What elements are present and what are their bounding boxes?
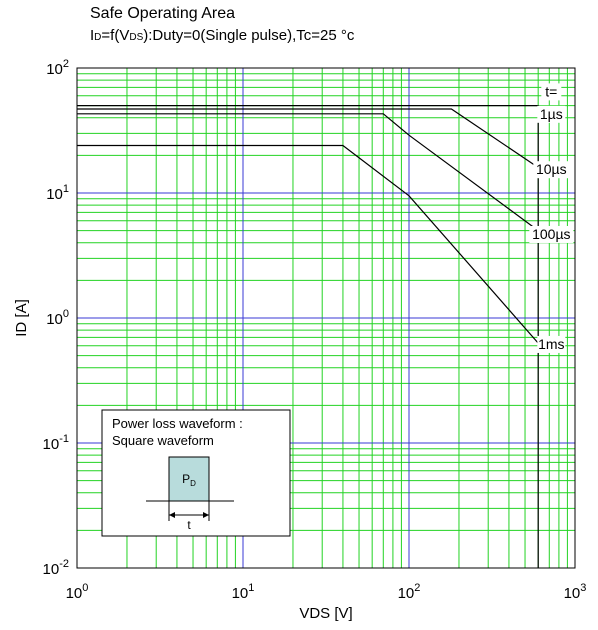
- series-label: 1ms: [538, 336, 564, 352]
- plot-frame: [76, 67, 576, 569]
- y-tick-exp: 1: [63, 183, 69, 195]
- y-tick-label: 101: [46, 183, 69, 203]
- y-tick-base: 10: [46, 61, 63, 78]
- y-tick-base: 10: [43, 436, 60, 453]
- width-label: t: [187, 518, 191, 532]
- pulse-rect: [168, 456, 210, 502]
- y-tick-exp: 2: [63, 58, 69, 70]
- waveform-inset: Power loss waveform : Square waveform PD…: [101, 409, 291, 537]
- y-tick-base: 10: [43, 561, 60, 578]
- chart-subtitle: ID=f(VDS):Duty=0(Single pulse),Tc=25 °c: [90, 26, 354, 48]
- series-label-bg: [537, 105, 566, 123]
- series-label-bg: [529, 225, 574, 243]
- width-arrow-left-icon: [169, 512, 175, 518]
- x-tick-label: 103: [564, 582, 587, 602]
- x-tick-exp: 2: [414, 582, 420, 594]
- series-label: 1µs: [540, 106, 563, 122]
- x-tick-exp: 0: [82, 582, 88, 594]
- y-axis-label: ID [A]: [13, 299, 30, 337]
- series-label: 100µs: [532, 226, 570, 242]
- y-tick-base: 10: [46, 186, 63, 203]
- series-line-1ms: [77, 144, 539, 344]
- pulse-label-main: P: [182, 472, 190, 486]
- subtitle-mid: =f(V: [101, 27, 130, 44]
- series-label-layer: t= 1µs 10µs 100µs 1ms: [529, 83, 574, 353]
- x-tick-base: 10: [232, 585, 249, 602]
- series-label-bg: [533, 161, 570, 179]
- series-line-100s: [77, 113, 539, 232]
- subtitle-i-sub: D: [94, 32, 102, 43]
- x-tick-base: 10: [398, 585, 415, 602]
- x-tick-base: 10: [66, 585, 83, 602]
- y-tick-base: 10: [46, 311, 63, 328]
- y-tick-label: 10-2: [43, 558, 69, 578]
- y-tick-label: 100: [46, 308, 69, 328]
- pulse-label-sub: D: [190, 479, 196, 488]
- x-tick-base: 10: [564, 585, 581, 602]
- subtitle-i: I: [90, 27, 95, 44]
- chart-title: Safe Operating Area: [90, 5, 235, 22]
- series-line-1s: [77, 104, 539, 168]
- subtitle-rest: ):Duty=0(Single pulse),Tc=25 °c: [143, 27, 355, 44]
- y-tick-exp: -1: [59, 433, 69, 445]
- width-arrow-right-icon: [203, 512, 209, 518]
- subtitle-v-sub: DS: [129, 32, 144, 43]
- series-line-10s: [77, 108, 539, 168]
- x-tick-label: 100: [66, 582, 89, 602]
- y-tick-label: 10-1: [43, 433, 69, 453]
- x-tick-exp: 1: [248, 582, 254, 594]
- y-tick-exp: -2: [59, 558, 69, 570]
- series-label-bg: [537, 335, 566, 353]
- y-tick-exp: 0: [63, 308, 69, 320]
- x-tick-label: 102: [398, 582, 421, 602]
- x-axis-label: VDS [V]: [299, 605, 352, 622]
- inset-line2: Square waveform: [112, 433, 214, 448]
- series-label: t=: [545, 83, 557, 99]
- y-tick-label: 102: [46, 58, 69, 78]
- pulse-label: PD: [182, 472, 196, 488]
- series-label: 10µs: [536, 161, 567, 177]
- x-tick-exp: 3: [580, 582, 586, 594]
- x-tick-label: 101: [232, 582, 255, 602]
- inset-line1: Power loss waveform :: [112, 416, 243, 431]
- series-label-bg: [541, 83, 562, 101]
